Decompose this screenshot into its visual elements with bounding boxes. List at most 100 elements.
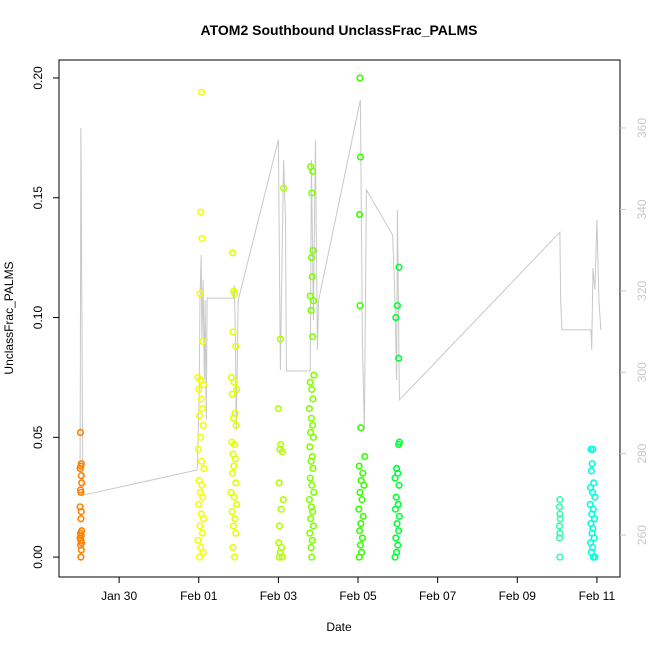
- data-point: [197, 88, 206, 96]
- data-point: [306, 292, 314, 300]
- data-point: [359, 512, 367, 520]
- data-point: [77, 472, 85, 480]
- data-point: [275, 479, 283, 487]
- data-point: [305, 404, 314, 413]
- data-point: [358, 534, 366, 542]
- data-point: [355, 462, 363, 470]
- data-point: [356, 153, 365, 161]
- data-point: [309, 507, 317, 516]
- y2-tick-label: 360: [635, 118, 649, 138]
- data-point: [232, 342, 240, 350]
- data-point: [199, 515, 208, 523]
- data-point: [309, 333, 317, 341]
- data-point: [228, 469, 237, 477]
- data-point: [308, 553, 316, 561]
- data-point: [555, 503, 564, 511]
- data-point: [393, 301, 402, 310]
- y2-tick-label: 260: [635, 525, 649, 545]
- data-point: [231, 455, 239, 463]
- x-tick-label: Feb 05: [339, 589, 377, 603]
- data-point: [227, 488, 235, 497]
- y-tick-label: 0.10: [31, 306, 45, 330]
- data-point: [230, 378, 238, 386]
- data-point: [308, 536, 316, 544]
- data-point: [591, 553, 599, 561]
- data-point: [392, 534, 400, 542]
- data-point: [307, 457, 315, 465]
- x-tick-label: Feb 01: [180, 589, 218, 603]
- data-point: [306, 378, 314, 386]
- data-point: [393, 519, 401, 528]
- data-point: [198, 404, 206, 413]
- data-point: [277, 505, 285, 513]
- data-point: [556, 515, 564, 523]
- data-point: [305, 496, 314, 504]
- data-point: [197, 208, 205, 216]
- data-point: [77, 515, 85, 523]
- data-point: [198, 234, 206, 243]
- x-tick-label: Feb 03: [260, 589, 298, 603]
- data-point: [306, 529, 314, 537]
- y-tick-label: 0.15: [31, 186, 45, 210]
- x-axis-label: Date: [326, 620, 352, 634]
- data-point: [395, 263, 403, 271]
- data-point: [198, 529, 206, 537]
- data-line: [79, 99, 602, 496]
- data-point: [394, 541, 402, 549]
- data-point: [395, 481, 403, 489]
- data-point: [229, 328, 237, 336]
- data-point: [586, 500, 594, 509]
- data-point: [307, 254, 316, 262]
- data-point: [590, 479, 598, 487]
- data-point: [590, 534, 598, 542]
- data-point: [392, 493, 400, 501]
- data-point: [391, 553, 399, 561]
- data-point: [309, 433, 318, 441]
- data-point: [279, 496, 287, 504]
- data-point: [357, 519, 365, 528]
- data-point: [309, 167, 317, 176]
- data-point: [358, 496, 366, 504]
- data-point: [197, 457, 206, 465]
- data-point: [360, 481, 368, 489]
- y-tick-label: 0.00: [31, 545, 45, 569]
- data-point: [230, 289, 239, 298]
- data-point: [77, 553, 85, 561]
- data-point: [199, 421, 207, 429]
- data-point: [356, 541, 365, 549]
- data-point: [230, 493, 238, 501]
- data-point: [356, 210, 364, 219]
- data-point: [196, 376, 204, 384]
- data-point: [195, 385, 203, 394]
- x-tick-label: Feb 07: [419, 589, 457, 603]
- data-point: [307, 543, 315, 552]
- data-point: [275, 553, 283, 561]
- data-point: [556, 553, 564, 561]
- data-point: [77, 546, 85, 554]
- data-point: [274, 404, 282, 413]
- data-point: [395, 527, 403, 535]
- data-point: [194, 536, 202, 544]
- data-point: [276, 335, 284, 343]
- data-point: [230, 440, 239, 449]
- y-tick-label: 0.05: [31, 425, 45, 449]
- data-point: [278, 553, 286, 561]
- data-point: [356, 301, 364, 310]
- data-point: [395, 440, 403, 449]
- y2-tick-label: 320: [635, 280, 649, 300]
- data-point: [307, 414, 316, 422]
- data-point: [391, 474, 399, 482]
- y-tick-label: 0.20: [31, 66, 45, 90]
- data-point: [228, 390, 236, 398]
- data-point: [232, 421, 240, 429]
- y2-tick-label: 340: [635, 199, 649, 219]
- data-point: [197, 395, 205, 403]
- data-point: [355, 505, 363, 513]
- data-point: [195, 412, 204, 420]
- data-point: [308, 481, 316, 489]
- data-point: [306, 443, 314, 451]
- y2-tick-label: 280: [635, 443, 649, 463]
- data-point: [76, 428, 85, 437]
- data-point: [359, 469, 367, 477]
